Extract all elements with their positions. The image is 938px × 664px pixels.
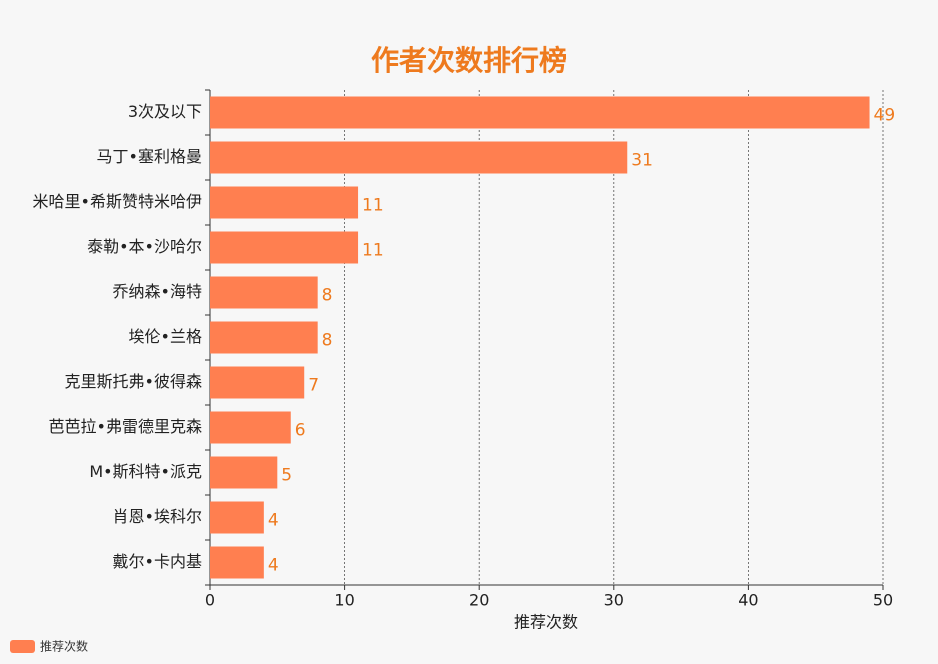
bar [210,501,264,534]
x-tick-label: 10 [334,591,354,610]
value-label: 8 [322,331,333,351]
value-label: 7 [308,376,319,396]
value-label: 4 [268,511,279,531]
value-label: 49 [874,106,896,126]
y-tick-label: 泰勒•本•沙哈尔 [87,237,202,256]
y-tick-label: 肖恩•埃科尔 [113,507,202,526]
bar [210,231,359,264]
bar [210,141,628,174]
bar [210,411,291,444]
x-tick-label: 50 [873,591,893,610]
bar [210,186,359,219]
y-tick-label: 克里斯托弗•彼得森 [65,372,202,391]
bar [210,96,870,129]
y-tick-label: 3次及以下 [128,102,202,121]
value-label: 31 [631,151,653,171]
x-tick-label: 20 [469,591,489,610]
bar [210,456,278,489]
bar [210,546,264,579]
value-label: 5 [281,466,292,486]
chart-title: 作者次数排行榜 [371,44,567,77]
x-tick-label: 0 [205,591,215,610]
bar [210,366,305,399]
y-tick-label: 乔纳森•海特 [113,282,202,301]
y-tick-label: M•斯科特•派克 [89,462,202,481]
y-tick-label: 芭芭拉•弗雷德里克森 [49,417,202,436]
x-axis-label: 推荐次数 [514,613,578,632]
value-label: 6 [295,421,306,441]
value-label: 8 [322,286,333,306]
y-tick-label: 埃伦•兰格 [129,327,202,346]
value-label: 11 [362,196,384,216]
value-label: 11 [362,241,384,261]
x-tick-label: 40 [738,591,758,610]
legend-label: 推荐次数 [40,639,88,654]
y-tick-label: 马丁•塞利格曼 [97,147,202,166]
y-tick-label: 戴尔•卡内基 [113,552,202,571]
x-tick-label: 30 [604,591,624,610]
value-label: 4 [268,556,279,576]
bar [210,321,318,354]
bar [210,276,318,309]
legend-swatch [10,640,35,653]
y-tick-label: 米哈里•希斯赞特米哈伊 [33,192,202,211]
